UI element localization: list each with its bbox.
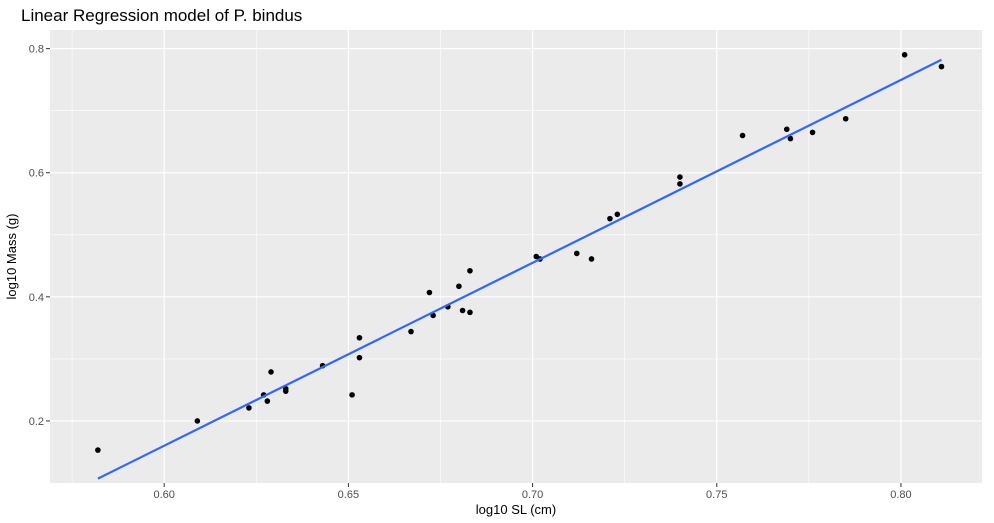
data-point xyxy=(356,334,363,341)
x-tick-label: 0.70 xyxy=(522,489,543,501)
data-point xyxy=(787,135,794,142)
data-point xyxy=(356,354,363,361)
data-point xyxy=(95,447,101,453)
x-tick-label: 0.75 xyxy=(706,489,727,501)
x-axis-title: log10 SL (cm) xyxy=(476,502,556,517)
data-point xyxy=(809,129,816,136)
data-point xyxy=(677,181,683,187)
x-tick-label: 0.80 xyxy=(890,489,911,501)
data-point xyxy=(614,211,621,218)
data-point xyxy=(467,309,473,316)
data-point xyxy=(194,418,201,424)
y-tick-label: 0.8 xyxy=(29,44,44,56)
y-tick-label: 0.4 xyxy=(29,292,44,304)
minor-gridlines xyxy=(50,30,982,483)
x-axis-ticks: 0.60 0.65 0.70 0.75 0.80 xyxy=(153,483,912,501)
y-axis-ticks: 0.2 0.4 0.6 0.8 xyxy=(29,44,50,428)
data-point xyxy=(842,115,849,122)
data-points xyxy=(95,52,945,453)
data-point xyxy=(938,63,945,70)
data-point xyxy=(282,388,289,394)
data-point xyxy=(901,52,908,58)
data-point xyxy=(739,132,746,139)
data-point xyxy=(573,250,580,257)
data-point xyxy=(783,126,790,133)
chart-title: Linear Regression model of P. bindus xyxy=(21,6,303,25)
regression-line xyxy=(97,58,942,480)
x-tick-label: 0.60 xyxy=(153,489,174,501)
data-point xyxy=(268,369,274,375)
y-tick-label: 0.2 xyxy=(29,416,44,428)
data-point xyxy=(264,398,271,404)
major-gridlines xyxy=(50,30,982,483)
data-point xyxy=(459,307,466,314)
data-point xyxy=(408,328,414,335)
data-point xyxy=(426,289,433,296)
x-tick-label: 0.65 xyxy=(338,489,359,501)
data-point xyxy=(588,256,595,262)
data-point xyxy=(467,267,473,274)
data-point xyxy=(677,174,683,180)
data-point xyxy=(349,392,355,398)
data-point xyxy=(456,283,462,290)
y-axis-title: log10 Mass (g) xyxy=(4,214,19,300)
data-point xyxy=(607,215,613,222)
plot-panel xyxy=(50,30,982,483)
data-point xyxy=(246,405,252,411)
y-tick-label: 0.6 xyxy=(29,168,44,180)
